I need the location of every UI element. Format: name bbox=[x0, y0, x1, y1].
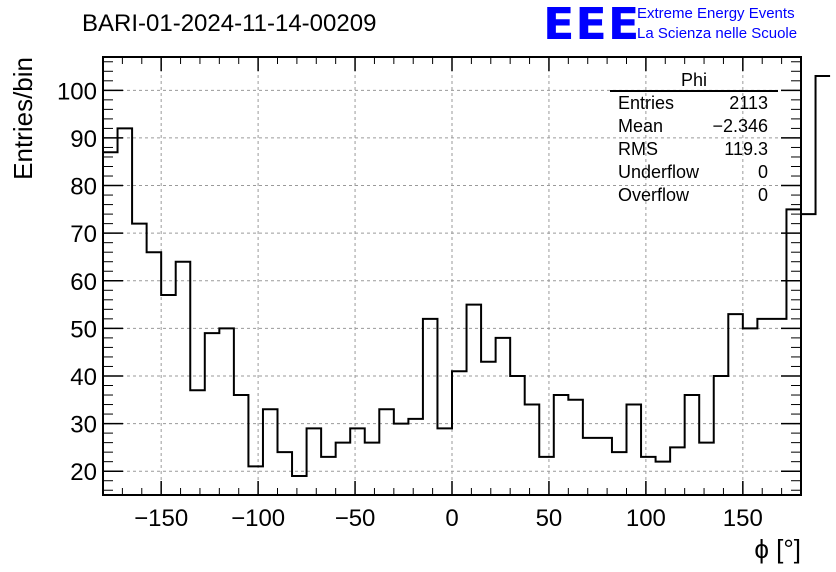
logo-line-2: La Scienza nelle Scuole bbox=[637, 25, 798, 42]
stats-value: 0 bbox=[757, 162, 768, 182]
y-tick-label: 40 bbox=[70, 364, 97, 391]
stats-row-entries: Entries 2113 bbox=[610, 92, 778, 115]
x-tick-label: −150 bbox=[134, 505, 188, 532]
stats-title: Phi bbox=[610, 70, 778, 92]
stats-box: Phi Entries 2113 Mean −2.346 RMS 119.3 U… bbox=[610, 70, 778, 207]
x-tick-label: 150 bbox=[723, 505, 763, 532]
stats-row-underflow: Underflow 0 bbox=[610, 161, 778, 184]
y-axis-label: Entries/bin bbox=[8, 57, 38, 180]
logo-line-1: Extreme Energy Events bbox=[637, 5, 795, 22]
axis-ticks bbox=[103, 57, 801, 495]
eee-logo: EEE bbox=[543, 0, 641, 50]
axis-tick-labels: −150 −100 −50 0 50 100 150 20 30 40 50 60 70 80 90 100 bbox=[57, 78, 763, 532]
x-tick-label: −50 bbox=[335, 505, 376, 532]
y-tick-label: 20 bbox=[70, 459, 97, 486]
y-tick-label: 60 bbox=[70, 269, 97, 296]
page-title: BARI-01-2024-11-14-00209 bbox=[82, 10, 377, 37]
stats-key: Entries bbox=[618, 93, 675, 113]
y-tick-label: 80 bbox=[70, 174, 97, 201]
stats-row-overflow: Overflow 0 bbox=[610, 184, 778, 207]
stats-key: Mean bbox=[618, 116, 664, 136]
y-tick-label: 100 bbox=[57, 78, 97, 105]
y-tick-label: 30 bbox=[70, 412, 97, 439]
stats-row-rms: RMS 119.3 bbox=[610, 138, 778, 161]
x-axis-label: ϕ [°] bbox=[754, 534, 801, 564]
x-tick-label: 50 bbox=[536, 505, 563, 532]
stats-key: Overflow bbox=[618, 185, 690, 205]
y-tick-label: 90 bbox=[70, 126, 97, 153]
y-tick-label: 50 bbox=[70, 316, 97, 343]
grid-lines bbox=[103, 57, 801, 495]
stats-value: 119.3 bbox=[724, 139, 768, 159]
x-tick-label: 100 bbox=[626, 505, 666, 532]
histogram-line bbox=[103, 75, 831, 477]
stats-row-mean: Mean −2.346 bbox=[610, 115, 778, 138]
x-tick-label: −100 bbox=[231, 505, 285, 532]
stats-value: 0 bbox=[757, 185, 768, 205]
stats-value: 2113 bbox=[729, 93, 768, 113]
x-tick-label: 0 bbox=[445, 505, 458, 532]
y-tick-label: 70 bbox=[70, 221, 97, 248]
stats-key: RMS bbox=[618, 139, 658, 159]
eee-logo-text: Extreme Energy Events La Scienza nelle S… bbox=[637, 4, 797, 44]
stats-key: Underflow bbox=[618, 162, 700, 182]
stats-value: −2.346 bbox=[712, 116, 768, 136]
